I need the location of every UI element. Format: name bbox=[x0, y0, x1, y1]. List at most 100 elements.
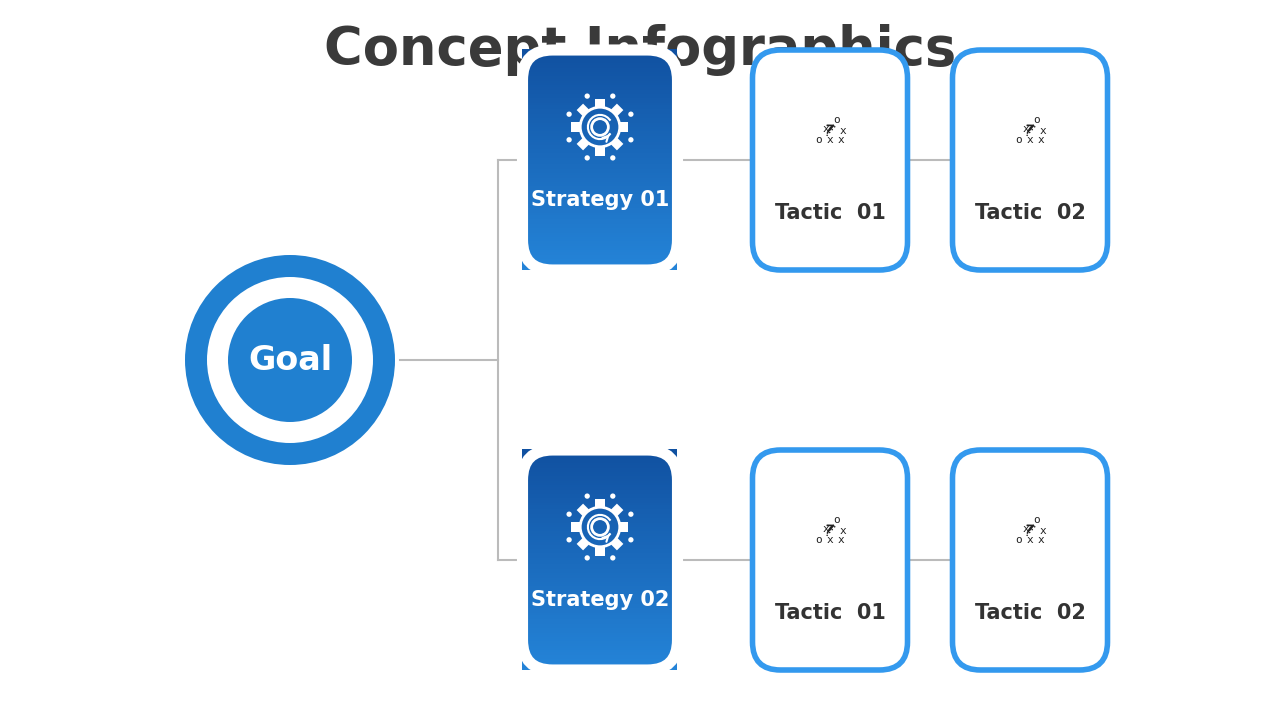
Circle shape bbox=[228, 298, 352, 422]
Circle shape bbox=[186, 255, 396, 465]
Text: x: x bbox=[822, 125, 829, 134]
Circle shape bbox=[628, 137, 634, 143]
Bar bbox=[522, 107, 677, 109]
Bar bbox=[522, 135, 677, 138]
Bar bbox=[522, 49, 677, 53]
Bar bbox=[522, 475, 677, 479]
Polygon shape bbox=[576, 138, 589, 150]
Text: x: x bbox=[1027, 135, 1033, 145]
Bar bbox=[522, 67, 677, 70]
Bar bbox=[522, 662, 677, 665]
Bar bbox=[522, 575, 677, 577]
Bar bbox=[522, 212, 677, 215]
Bar bbox=[522, 150, 677, 153]
Bar bbox=[522, 130, 677, 134]
Bar bbox=[522, 181, 677, 184]
Bar bbox=[522, 62, 677, 66]
Circle shape bbox=[628, 112, 634, 117]
Circle shape bbox=[611, 555, 616, 561]
Bar bbox=[522, 568, 677, 571]
Text: Strategy 01: Strategy 01 bbox=[531, 189, 669, 210]
Polygon shape bbox=[611, 104, 623, 116]
Bar bbox=[522, 93, 677, 96]
Bar bbox=[522, 489, 677, 492]
Text: Strategy 02: Strategy 02 bbox=[531, 590, 669, 610]
Bar bbox=[522, 71, 677, 74]
FancyBboxPatch shape bbox=[952, 450, 1107, 670]
Bar bbox=[522, 636, 677, 639]
Bar bbox=[522, 491, 677, 494]
Text: o: o bbox=[1033, 115, 1039, 125]
Bar bbox=[522, 109, 677, 112]
Bar bbox=[522, 656, 677, 659]
Bar bbox=[522, 469, 677, 472]
Bar bbox=[522, 631, 677, 635]
Bar bbox=[522, 124, 677, 127]
Polygon shape bbox=[576, 538, 589, 550]
Text: x: x bbox=[827, 535, 833, 545]
Bar bbox=[522, 477, 677, 481]
Text: x: x bbox=[1023, 524, 1029, 534]
Bar bbox=[522, 561, 677, 564]
Bar bbox=[522, 159, 677, 162]
Circle shape bbox=[585, 555, 590, 561]
Bar bbox=[522, 460, 677, 463]
Bar bbox=[522, 163, 677, 166]
Bar bbox=[522, 143, 677, 147]
Bar bbox=[522, 253, 677, 257]
Bar bbox=[522, 122, 677, 125]
Bar bbox=[522, 192, 677, 195]
Bar bbox=[522, 168, 677, 171]
Bar bbox=[522, 577, 677, 580]
Bar bbox=[522, 73, 677, 76]
Polygon shape bbox=[576, 503, 589, 516]
Bar bbox=[522, 621, 677, 624]
Bar bbox=[522, 179, 677, 182]
Bar bbox=[522, 583, 677, 586]
Bar bbox=[522, 500, 677, 503]
Bar bbox=[522, 80, 677, 83]
Text: Tactic  01: Tactic 01 bbox=[774, 603, 886, 623]
Text: x: x bbox=[840, 526, 846, 536]
Bar bbox=[522, 207, 677, 210]
Bar bbox=[522, 480, 677, 483]
Bar bbox=[522, 546, 677, 549]
Text: o: o bbox=[815, 135, 822, 145]
Circle shape bbox=[628, 537, 634, 542]
Bar bbox=[522, 550, 677, 554]
Bar bbox=[522, 132, 677, 136]
Bar bbox=[522, 458, 677, 461]
Circle shape bbox=[207, 277, 372, 443]
Bar bbox=[522, 141, 677, 145]
Bar bbox=[522, 660, 677, 663]
Bar bbox=[522, 495, 677, 498]
FancyBboxPatch shape bbox=[952, 50, 1107, 270]
Bar bbox=[522, 265, 677, 268]
Bar bbox=[522, 139, 677, 143]
FancyBboxPatch shape bbox=[753, 50, 908, 270]
Bar bbox=[522, 174, 677, 178]
Bar bbox=[522, 137, 677, 140]
Text: Tactic  02: Tactic 02 bbox=[974, 603, 1085, 623]
Text: Goal: Goal bbox=[248, 343, 332, 377]
Bar bbox=[522, 557, 677, 560]
Bar bbox=[522, 216, 677, 220]
Bar bbox=[522, 552, 677, 556]
Polygon shape bbox=[611, 138, 623, 150]
Bar bbox=[522, 197, 677, 199]
Bar bbox=[522, 176, 677, 180]
Bar bbox=[522, 161, 677, 164]
Text: x: x bbox=[827, 135, 833, 145]
Text: o: o bbox=[833, 115, 840, 125]
Bar bbox=[522, 590, 677, 593]
Circle shape bbox=[585, 156, 590, 161]
Bar bbox=[522, 97, 677, 101]
Bar bbox=[522, 262, 677, 266]
Bar bbox=[522, 91, 677, 94]
Bar bbox=[522, 645, 677, 648]
Circle shape bbox=[567, 137, 572, 143]
Bar bbox=[522, 588, 677, 591]
Bar bbox=[522, 145, 677, 149]
Bar bbox=[522, 649, 677, 652]
Bar bbox=[522, 548, 677, 552]
